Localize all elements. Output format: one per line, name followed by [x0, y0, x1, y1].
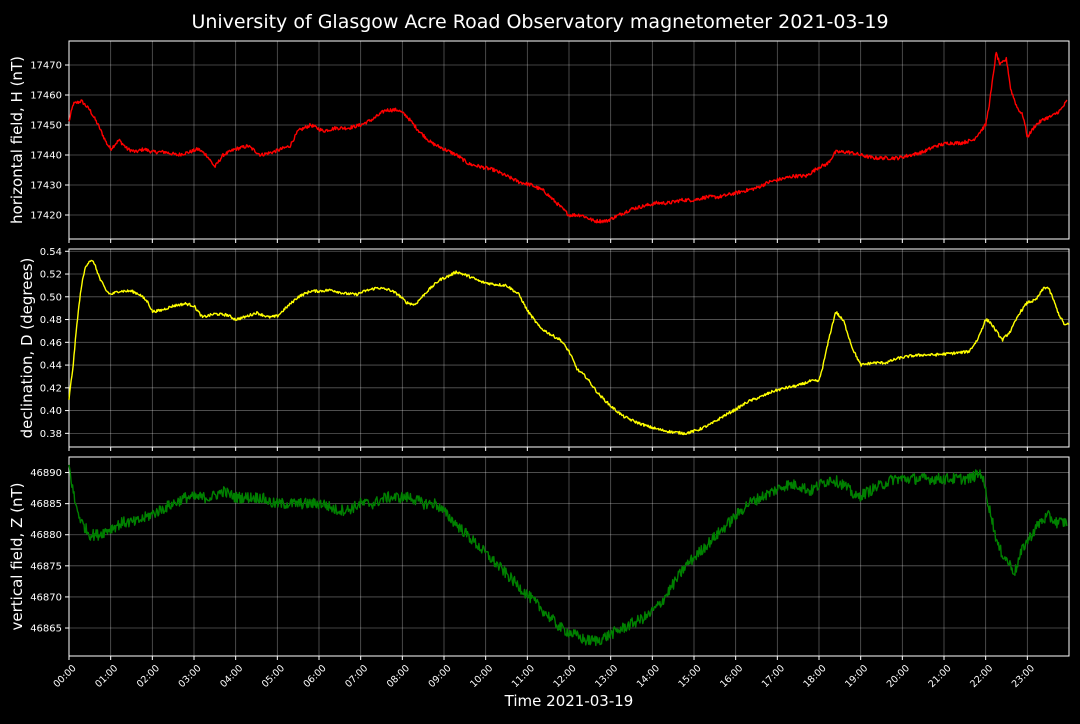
chart-title: University of Glasgow Acre Road Observat… — [191, 11, 888, 33]
series-line — [68, 464, 1068, 647]
y-tick-label: 46890 — [30, 468, 62, 479]
y-tick-label: 0.40 — [40, 406, 62, 417]
x-axis-label: Time 2021-03-19 — [504, 692, 634, 710]
x-tick-label: 19:00 — [843, 663, 870, 690]
x-tick-label: 01:00 — [93, 663, 120, 690]
y-tick-label: 46885 — [30, 499, 62, 510]
plot-frame — [68, 456, 1070, 657]
x-tick-label: 03:00 — [177, 663, 204, 690]
y-axis-label: declination, D (degrees) — [18, 258, 36, 439]
x-tick-label: 20:00 — [885, 663, 912, 690]
panel-1: 17420 17430 17440 17450 17460 17470 horizontal… — [8, 40, 1070, 243]
y-tick-label: 17470 — [30, 61, 62, 72]
y-tick-label: 0.52 — [40, 270, 62, 281]
panel-2: 0.38 0.40 0.42 0.44 0.46 0.48 0.50 0.52 0.54 decl… — [18, 247, 1070, 451]
series-line — [68, 51, 1068, 224]
y-tick-label: 17450 — [30, 121, 62, 132]
x-tick-label: 00:00 — [52, 663, 79, 690]
x-tick-label: 07:00 — [343, 663, 370, 690]
x-tick-label: 06:00 — [302, 663, 329, 690]
x-tick-label: 14:00 — [635, 663, 662, 690]
y-tick-label: 0.42 — [40, 383, 62, 394]
y-tick-label: 46870 — [30, 592, 62, 603]
x-tick-label: 04:00 — [218, 663, 245, 690]
x-tick-label: 02:00 — [135, 663, 162, 690]
y-tick-label: 0.46 — [40, 338, 62, 349]
y-tick-label: 0.48 — [40, 315, 62, 326]
x-tick-label: 12:00 — [552, 663, 579, 690]
x-tick-label: 15:00 — [677, 663, 704, 690]
x-tick-label: 22:00 — [968, 663, 995, 690]
x-tick-label: 08:00 — [385, 663, 412, 690]
y-axis-label: horizontal field, H (nT) — [8, 56, 26, 224]
x-tick-label: 11:00 — [510, 663, 537, 690]
y-tick-label: 46865 — [30, 624, 62, 635]
y-tick-label: 17420 — [30, 211, 62, 222]
y-tick-label: 46880 — [30, 530, 62, 541]
y-tick-label: 17440 — [30, 151, 62, 162]
series-line — [68, 259, 1070, 436]
y-tick-label: 0.44 — [40, 361, 62, 372]
y-axis-label: vertical field, Z (nT) — [8, 482, 26, 630]
x-tick-label: 18:00 — [802, 663, 829, 690]
y-tick-label: 0.54 — [40, 247, 62, 258]
panel-3: 46865 46870 46875 46880 46885 46890 vertical f… — [8, 456, 1070, 690]
y-tick-label: 17460 — [30, 91, 62, 102]
x-tick-label: 05:00 — [260, 663, 287, 690]
x-tick-label: 10:00 — [468, 663, 495, 690]
plot-frame — [68, 248, 1070, 448]
x-tick-label: 17:00 — [760, 663, 787, 690]
x-tick-label: 16:00 — [718, 663, 745, 690]
y-tick-label: 46875 — [30, 561, 62, 572]
y-tick-label: 0.38 — [40, 429, 62, 440]
x-tick-label: 09:00 — [427, 663, 454, 690]
x-tick-label: 21:00 — [927, 663, 954, 690]
y-tick-label: 0.50 — [40, 292, 62, 303]
x-tick-label: 13:00 — [593, 663, 620, 690]
plot-frame — [68, 40, 1070, 240]
x-tick-label: 23:00 — [1010, 663, 1037, 690]
y-tick-label: 17430 — [30, 181, 62, 192]
